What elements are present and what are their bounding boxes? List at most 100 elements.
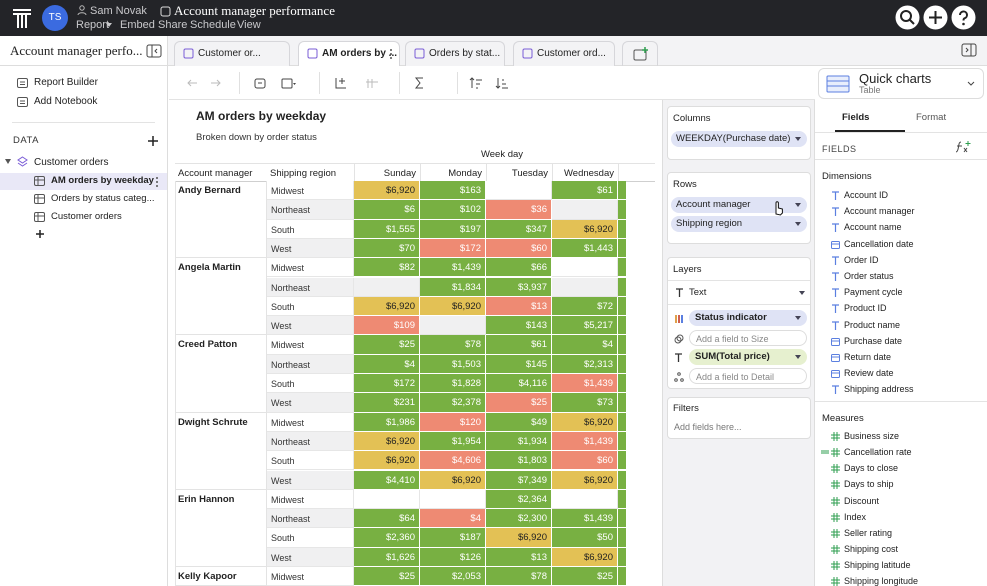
- region-label: South: [271, 454, 295, 468]
- dimension-field[interactable]: Product name: [844, 318, 900, 332]
- field-pill[interactable]: WEEKDAY(Purchase date): [671, 131, 807, 147]
- sort-asc[interactable]: [469, 76, 485, 90]
- panel-toggle[interactable]: [961, 43, 977, 57]
- dimension-field[interactable]: Product ID: [844, 301, 887, 315]
- redo[interactable]: [209, 76, 225, 90]
- menu-item[interactable]: Embed: [120, 18, 155, 32]
- cell-value: $2,313: [584, 358, 613, 372]
- tab[interactable]: Customer ord...: [513, 41, 615, 66]
- measure-field[interactable]: Shipping longitude: [844, 574, 918, 586]
- chart-menu[interactable]: [281, 76, 297, 90]
- divider: [0, 65, 168, 66]
- totals[interactable]: [365, 76, 381, 90]
- column-header[interactable]: T: [618, 167, 662, 181]
- panel-tab[interactable]: Format: [916, 111, 946, 125]
- item-menu[interactable]: [155, 176, 159, 188]
- drop-hint[interactable]: Add fields here...: [674, 420, 742, 434]
- mark-type[interactable]: Text: [689, 286, 706, 300]
- dimension-field[interactable]: Review date: [844, 366, 894, 380]
- menu-item[interactable]: Schedule: [190, 18, 236, 32]
- measure-field[interactable]: Shipping cost: [844, 542, 898, 556]
- measure-field[interactable]: Seller rating: [844, 526, 892, 540]
- cell-value: $1,439: [584, 435, 613, 449]
- pivot[interactable]: [333, 76, 349, 90]
- tab-menu[interactable]: [389, 48, 393, 60]
- add-tab[interactable]: [622, 41, 658, 66]
- add-data[interactable]: [148, 136, 158, 146]
- measure-field[interactable]: Shipping latitude: [844, 558, 911, 572]
- tab[interactable]: Customer or...: [174, 41, 290, 66]
- menu-item[interactable]: View: [237, 18, 261, 32]
- add-item[interactable]: [36, 230, 44, 238]
- menu-item[interactable]: Report: [76, 18, 109, 32]
- dimension-field[interactable]: Account manager: [844, 204, 915, 218]
- column-header[interactable]: Sunday: [354, 167, 416, 181]
- pill-caret[interactable]: [795, 137, 801, 141]
- dimension-field[interactable]: Account name: [844, 220, 902, 234]
- quick-charts[interactable]: Quick chartsTable: [818, 68, 984, 99]
- dimension-field[interactable]: Order status: [844, 269, 894, 283]
- sidebar-action[interactable]: Report Builder: [34, 76, 98, 90]
- sidebar-item[interactable]: Customer orders: [51, 210, 122, 224]
- menu-item[interactable]: Share: [158, 18, 187, 32]
- drop-zone[interactable]: Add a field to Detail: [689, 368, 807, 384]
- manager-name: Kelly Kapoor: [178, 570, 237, 584]
- collapse-sidebar[interactable]: [146, 44, 162, 58]
- column-header[interactable]: Monday: [420, 167, 482, 181]
- sidebar-action[interactable]: Add Notebook: [34, 95, 97, 109]
- measure-field[interactable]: Days to close: [844, 461, 898, 475]
- measure-field[interactable]: Days to ship: [844, 477, 894, 491]
- measure-field[interactable]: Discount: [844, 494, 879, 508]
- dimension-field[interactable]: Return date: [844, 350, 891, 364]
- row-header: Shipping region: [270, 167, 336, 181]
- dataset-name[interactable]: Customer orders: [34, 156, 108, 170]
- pill-caret[interactable]: [799, 291, 805, 295]
- aggregate[interactable]: [413, 76, 429, 90]
- pill-caret[interactable]: [795, 316, 801, 320]
- tab[interactable]: Orders by stat...: [405, 41, 505, 66]
- avatar[interactable]: TS: [42, 5, 68, 31]
- undo[interactable]: [185, 76, 201, 90]
- text-mark-icon: [675, 288, 684, 297]
- search-button[interactable]: [895, 5, 920, 30]
- data-cell: [354, 278, 420, 297]
- dimension-field[interactable]: Shipping address: [844, 382, 914, 396]
- column-header[interactable]: Wednesday: [552, 167, 614, 181]
- date-icon: [831, 240, 840, 249]
- cell-value: $25: [399, 570, 415, 584]
- help-button[interactable]: [951, 5, 976, 30]
- dimension-field[interactable]: Payment cycle: [844, 285, 903, 299]
- field-pill[interactable]: Status indicator: [689, 310, 807, 326]
- pill-caret[interactable]: [795, 222, 801, 226]
- cell-value: $6,920: [386, 454, 415, 468]
- pill-caret[interactable]: [795, 203, 801, 207]
- field-pill[interactable]: Shipping region: [671, 216, 807, 232]
- drop-zone[interactable]: Add a field to Size: [689, 330, 807, 346]
- measure-field[interactable]: Business size: [844, 429, 899, 443]
- region-label: Midwest: [271, 493, 304, 507]
- cell-value: $6,920: [518, 531, 547, 545]
- cell-value: $73: [597, 396, 613, 410]
- field-pill[interactable]: Account manager: [671, 197, 807, 213]
- sidebar-item[interactable]: AM orders by weekday: [51, 174, 154, 188]
- dimension-field[interactable]: Cancellation date: [844, 237, 914, 251]
- dimension-field[interactable]: Purchase date: [844, 334, 902, 348]
- swap[interactable]: [253, 76, 269, 90]
- data-cell: $1,443: [552, 239, 618, 258]
- field-pill[interactable]: SUM(Total price): [689, 349, 807, 365]
- add-formula[interactable]: [955, 140, 971, 154]
- encoding-icon: [674, 314, 684, 324]
- pill-caret[interactable]: [795, 355, 801, 359]
- tab-active[interactable]: AM orders by ...: [298, 41, 400, 66]
- dimension-field[interactable]: Order ID: [844, 253, 879, 267]
- region-label: Northeast: [271, 435, 310, 449]
- panel-tab[interactable]: Fields: [842, 111, 869, 125]
- column-header[interactable]: Tuesday: [486, 167, 548, 181]
- cell-value: $4,116: [519, 377, 547, 391]
- sidebar-item[interactable]: Orders by status categ...: [51, 192, 155, 206]
- measure-field[interactable]: Cancellation rate: [844, 445, 912, 459]
- dimension-field[interactable]: Account ID: [844, 188, 888, 202]
- measure-field[interactable]: Index: [844, 510, 866, 524]
- sort-desc[interactable]: [495, 76, 511, 90]
- add-button[interactable]: [923, 5, 948, 30]
